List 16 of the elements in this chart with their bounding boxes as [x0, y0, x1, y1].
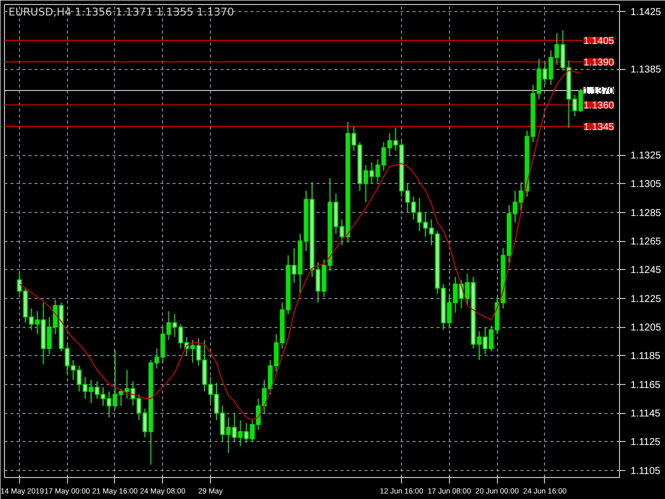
y-tick-label: 1.1105: [630, 466, 661, 477]
y-tick-label: 1.1205: [630, 322, 662, 334]
y-tick-label: 1.1325: [630, 150, 662, 162]
y-tick-label: 1.1145: [630, 408, 661, 420]
y-tick-label: 1.1125: [630, 437, 661, 448]
y-tick-label: 1.1285: [630, 208, 662, 219]
y-tick-label: 1.1165: [630, 380, 661, 391]
y-tick-label: 1.1385: [630, 64, 662, 76]
y-tick-label: 1.1225: [630, 294, 662, 305]
y-tick-label: 1.1425: [630, 7, 662, 18]
chart-title: EURUSD,H4 1.1356 1.1371 1.1355 1.1370: [8, 6, 234, 18]
y-tick-label: 1.1185: [630, 351, 661, 362]
y-tick-label: 1.1305: [630, 179, 662, 190]
y-tick-label: 1.1245: [630, 265, 662, 276]
y-tick-label: 1.1265: [630, 236, 662, 248]
ref-line-label: 1.1370: [583, 86, 615, 97]
